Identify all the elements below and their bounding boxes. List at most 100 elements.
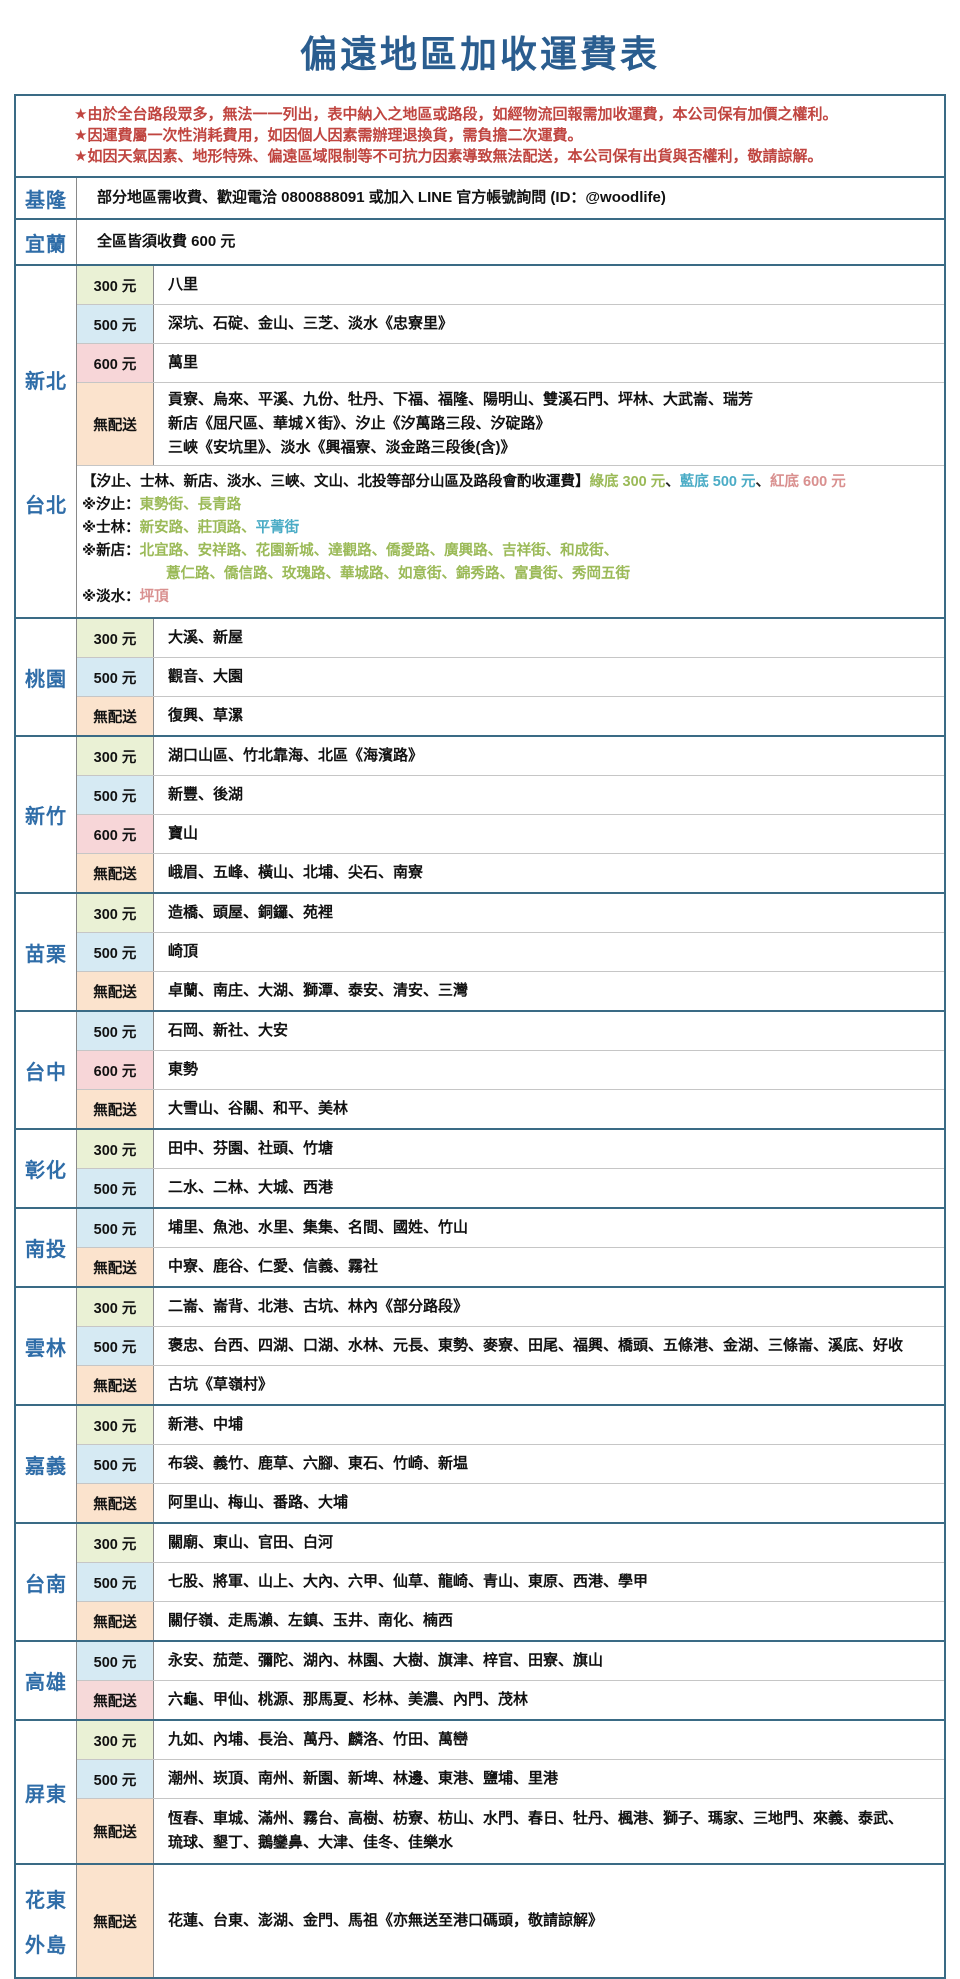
table-row: 全區皆須收費 600 元 (77, 220, 944, 264)
table-row: 500 元埔里、魚池、水里、集集、名間、國姓、竹山 (77, 1209, 944, 1247)
table-row: 500 元石岡、新社、大安 (77, 1012, 944, 1050)
areas-text: 布袋、義竹、鹿草、六腳、東石、竹崎、新塭 (168, 1455, 469, 1472)
areas-cell: 東勢 (154, 1051, 944, 1089)
region-label: 新竹 (25, 806, 67, 828)
region-cell: 高雄 (16, 1642, 77, 1719)
region-cell: 花東 外島 (16, 1865, 77, 1977)
table-row: 無配送 恆春、車城、滿州、霧台、高樹、枋寮、枋山、水門、春日、牡丹、楓港、獅子、瑪… (77, 1798, 944, 1863)
notes-box: ★由於全台路段眾多，無法一一列出，表中納入之地區或路段，如經物流回報需加收運費，… (16, 96, 944, 176)
table-row: 部分地區需收費、歡迎電洽 0800888091 或加入 LINE 官方帳號詢問 … (77, 178, 944, 218)
table-row: 300 元造橋、頭屋、銅鑼、苑裡 (77, 894, 944, 932)
fee-legend-item: 紅底 600 元 (770, 474, 846, 490)
region-cell: 雲林 (16, 1288, 77, 1404)
region-section: 桃園 300 元大溪、新屋 500 元觀音、大園 無配送 復興、草漯 (16, 617, 944, 735)
areas-text: 東勢 (168, 1061, 199, 1078)
table-row: 500 元布袋、義竹、鹿草、六腳、東石、竹崎、新塭 (77, 1444, 944, 1483)
fee-tier-cell: 無配送 (77, 854, 154, 892)
note-item-label: ※士林： (82, 520, 140, 536)
fee-tier-cell: 300 元 (77, 1524, 154, 1562)
region-section: 嘉義 300 元新港、中埔 500 元布袋、義竹、鹿草、六腳、東石、竹崎、新塭 無配送… (16, 1404, 944, 1522)
note-item-line: ※淡水：坪頂 (82, 586, 934, 609)
areas-text: 九如、內埔、長治、萬丹、麟洛、竹田、萬巒 (168, 1731, 469, 1748)
table-row: 300 元關廟、東山、官田、白河 (77, 1524, 944, 1562)
areas-text: 貢寮、烏來、平溪、九份、牡丹、下福、福隆、陽明山、雙溪石門、坪林、大武崙、瑞芳 (168, 391, 754, 408)
region-label: 高雄 (25, 1672, 67, 1694)
areas-text: 琉球、墾丁、鵝鑾鼻、大津、佳冬、佳樂水 (168, 1834, 454, 1851)
region-label: 彰化 (25, 1160, 67, 1182)
region-section: 台中 500 元石岡、新社、大安 600 元東勢 無配送 大雪山、谷關、和平、美林 (16, 1010, 944, 1128)
table-row: 300 元新港、中埔 (77, 1406, 944, 1444)
fee-tier-cell: 600 元 (77, 344, 154, 382)
region-cell: 苗栗 (16, 894, 77, 1010)
fee-tier-cell: 500 元 (77, 1169, 154, 1207)
fee-tier-cell: 無配送 (77, 697, 154, 735)
areas-cell: 大雪山、谷關、和平、美林 (154, 1090, 944, 1128)
fee-tier-cell: 500 元 (77, 1642, 154, 1680)
areas-text: 中寮、鹿谷、仁愛、信義、霧社 (168, 1258, 379, 1275)
section-rows: 300 元湖口山區、竹北靠海、北區《海濱路》 500 元新豐、後湖 600 元寶山無… (77, 737, 944, 892)
fee-tier-cell: 500 元 (77, 305, 154, 343)
table-row: 無配送 關仔嶺、走馬瀨、左鎮、玉井、南化、楠西 (77, 1601, 944, 1640)
areas-cell: 花蓮、台東、澎湖、金門、馬祖《亦無送至港口碼頭，敬請諒解》 (154, 1865, 944, 1977)
areas-text: 新店《屈尺區、華城Ｘ街》、汐止《汐萬路三段、汐碇路》 (168, 415, 551, 432)
areas-cell: 卓蘭、南庄、大湖、獅潭、泰安、清安、三灣 (154, 972, 944, 1010)
region-cell: 基隆 (16, 178, 77, 218)
region-section: 宜蘭 全區皆須收費 600 元 (16, 218, 944, 264)
section-rows: 300 元田中、芬園、社頭、竹塘 500 元二水、二林、大城、西港 (77, 1130, 944, 1207)
region-cell: 彰化 (16, 1130, 77, 1207)
fee-tier-cell: 500 元 (77, 1327, 154, 1365)
note-item-text: 北宜路、安祥路、花園新城、達觀路、僑愛路、廣興路、吉祥街、和成街、 (139, 543, 619, 559)
table-row: 無配送 大雪山、谷關、和平、美林 (77, 1089, 944, 1128)
areas-cell: 關仔嶺、走馬瀨、左鎮、玉井、南化、楠西 (154, 1602, 944, 1640)
region-section: 花東 外島 無配送 花蓮、台東、澎湖、金門、馬祖《亦無送至港口碼頭，敬請諒解》 (16, 1863, 944, 1977)
areas-text: 觀音、大園 (168, 668, 244, 685)
region-section: 基隆 部分地區需收費、歡迎電洽 0800888091 或加入 LINE 官方帳號詢… (16, 176, 944, 218)
region-section: 台南 300 元關廟、東山、官田、白河 500 元七股、將軍、山上、大內、六甲、仙草… (16, 1522, 944, 1640)
areas-text: 二水、二林、大城、西港 (168, 1179, 334, 1196)
note-item-text: 新安路、莊頂路、 (139, 520, 256, 536)
region-label: 台南 (25, 1573, 67, 1596)
areas-text: 萬里 (168, 354, 199, 371)
note-item-label: ※汐止： (82, 497, 140, 513)
remote-area-fee-table: ★由於全台路段眾多，無法一一列出，表中納入之地區或路段，如經物流回報需加收運費，… (14, 94, 946, 1979)
areas-cell: 布袋、義竹、鹿草、六腳、東石、竹崎、新塭 (154, 1445, 944, 1483)
areas-cell: 造橋、頭屋、銅鑼、苑裡 (154, 894, 944, 932)
note-item-text: 薏仁路、僑信路、玫瑰路、華城路、如意街、錦秀路、富貴街、秀岡五街 (166, 566, 630, 582)
areas-text: 關仔嶺、走馬瀨、左鎮、玉井、南化、楠西 (168, 1612, 454, 1629)
table-row: 500 元永安、茄萣、彌陀、湖內、林園、大樹、旗津、梓官、田寮、旗山 (77, 1642, 944, 1680)
areas-cell: 新港、中埔 (154, 1406, 944, 1444)
table-row: 500 元崎頂 (77, 932, 944, 971)
region-label: 雲林 (25, 1337, 67, 1360)
table-row: 300 元大溪、新屋 (77, 619, 944, 657)
areas-text: 阿里山、梅山、番路、大埔 (168, 1494, 349, 1511)
areas-cell: 峨眉、五峰、橫山、北埔、尖石、南寮 (154, 854, 944, 892)
note-item-text: 東勢街、長青路 (139, 497, 242, 513)
region-section: 高雄 500 元永安、茄萣、彌陀、湖內、林園、大樹、旗津、梓官、田寮、旗山 無配送六… (16, 1640, 944, 1719)
note-title: 【汐止、士林、新店、淡水、三峽、文山、北投等部分山區及路段會酌收運費】 (82, 474, 590, 490)
areas-text: 卓蘭、南庄、大湖、獅潭、泰安、清安、三灣 (168, 982, 469, 999)
areas-cell: 潮州、崁頂、南州、新園、新埤、林邊、東港、鹽埔、里港 (154, 1760, 944, 1798)
areas-text: 造橋、頭屋、銅鑼、苑裡 (168, 904, 334, 921)
areas-text: 湖口山區、竹北靠海、北區《海濱路》 (168, 747, 424, 764)
areas-text: 七股、將軍、山上、大內、六甲、仙草、龍崎、青山、東原、西港、學甲 (168, 1573, 649, 1590)
areas-cell: 部分地區需收費、歡迎電洽 0800888091 或加入 LINE 官方帳號詢問 … (77, 178, 944, 218)
region-cell: 桃園 (16, 619, 77, 735)
region-section: 南投 500 元埔里、魚池、水里、集集、名間、國姓、竹山 無配送 中寮、鹿谷、仁愛、信… (16, 1207, 944, 1286)
note-item-line: ※新店：北宜路、安祥路、花園新城、達觀路、僑愛路、廣興路、吉祥街、和成街、 (82, 540, 934, 563)
areas-text: 關廟、東山、官田、白河 (168, 1534, 334, 1551)
fee-legend-item: 、 (665, 474, 680, 490)
note-item-label: ※新店： (82, 543, 140, 559)
areas-text: 石岡、新社、大安 (168, 1022, 289, 1039)
table-row: 無配送 中寮、鹿谷、仁愛、信義、霧社 (77, 1247, 944, 1286)
region-cell: 南投 (16, 1209, 77, 1286)
table-row: 無配送 古坑《草嶺村》 (77, 1365, 944, 1404)
fee-tier-cell: 無配送 (77, 972, 154, 1010)
section-rows: 300 元大溪、新屋 500 元觀音、大園 無配送 復興、草漯 (77, 619, 944, 735)
fee-legend-item: 藍底 500 元 (679, 474, 756, 490)
fee-tier-cell: 500 元 (77, 1563, 154, 1601)
areas-text: 褒忠、台西、四湖、口湖、水林、元長、東勢、麥寮、田尾、福興、橋頭、五條港、金湖、… (168, 1337, 904, 1354)
table-row: 500 元褒忠、台西、四湖、口湖、水林、元長、東勢、麥寮、田尾、福興、橋頭、五條… (77, 1326, 944, 1365)
table-row: 300 元田中、芬園、社頭、竹塘 (77, 1130, 944, 1168)
region-label: 嘉義 (25, 1455, 67, 1478)
section-rows: 全區皆須收費 600 元 (77, 220, 944, 264)
